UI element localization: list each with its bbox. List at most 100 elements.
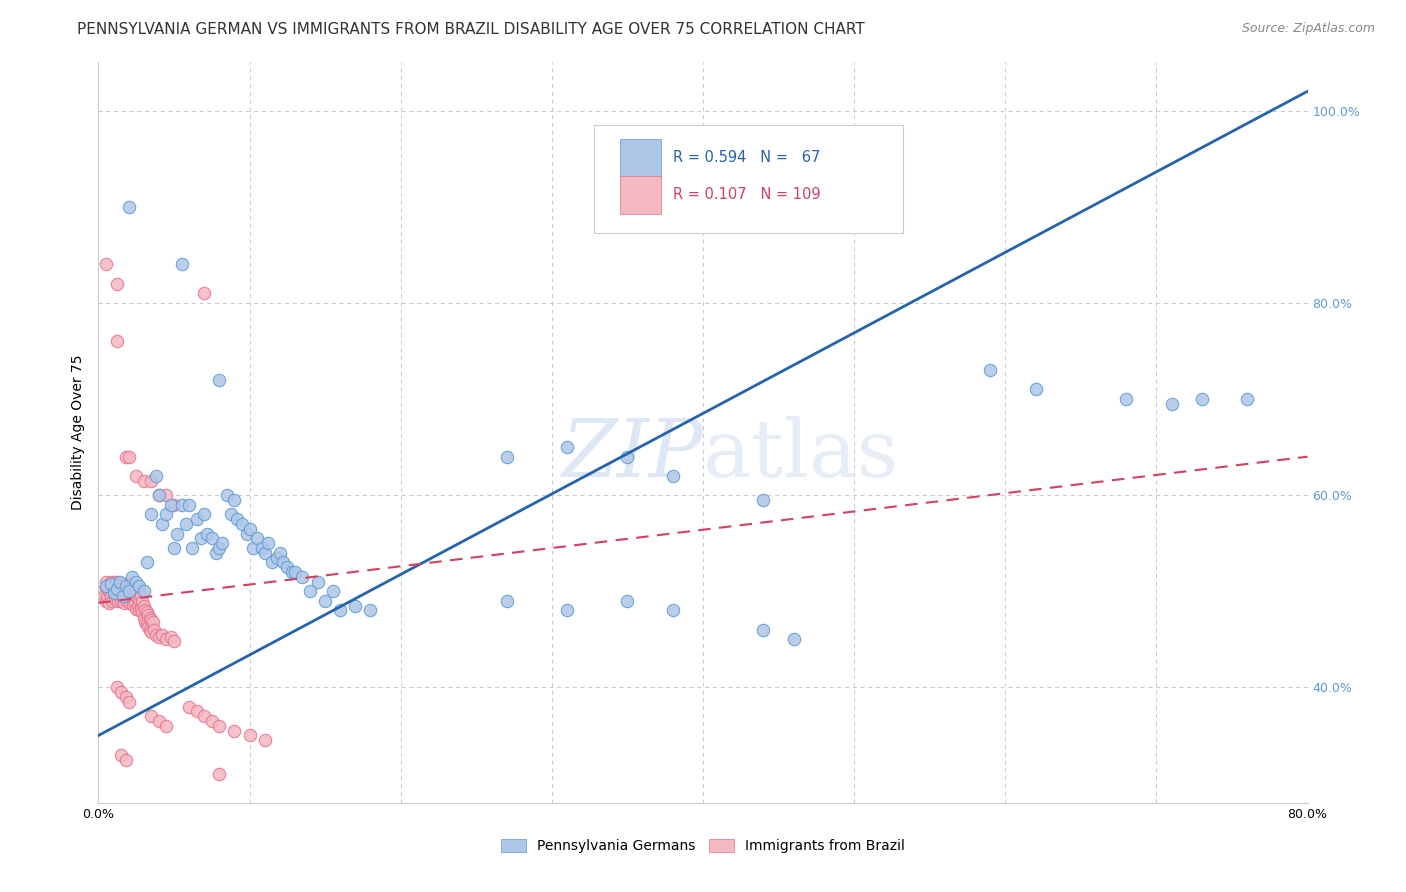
Point (752, 623, 775, 637)
Point (360, 603, 382, 617)
Point (148, 488, 170, 502)
Point (224, 492, 246, 507)
Point (136, 608, 159, 623)
Point (94, 257, 117, 271)
Point (127, 599, 149, 613)
Point (132, 611, 155, 625)
Point (103, 586, 125, 600)
Point (179, 699, 201, 714)
Point (160, 631, 183, 645)
Point (98, 596, 121, 610)
Point (205, 546, 228, 560)
Point (110, 594, 132, 608)
Point (150, 627, 173, 641)
Point (174, 516, 197, 531)
Point (307, 574, 329, 589)
Text: PENNSYLVANIA GERMAN VS IMMIGRANTS FROM BRAZIL DISABILITY AGE OVER 75 CORRELATION: PENNSYLVANIA GERMAN VS IMMIGRANTS FROM B… (77, 22, 865, 37)
Point (132, 599, 155, 613)
Point (128, 603, 150, 617)
Point (100, 576, 122, 591)
Point (170, 498, 193, 512)
Point (98, 584, 121, 599)
Point (284, 565, 307, 579)
Point (344, 599, 367, 613)
Point (114, 690, 136, 704)
Point (224, 723, 246, 738)
Point (114, 450, 136, 464)
Point (271, 556, 294, 570)
Point (105, 681, 128, 695)
Point (124, 596, 146, 610)
Point (96, 589, 118, 603)
Point (118, 200, 141, 214)
Point (211, 536, 233, 550)
Point (155, 508, 177, 522)
Point (979, 363, 1001, 377)
Point (190, 532, 212, 546)
Point (114, 576, 136, 591)
Point (235, 526, 257, 541)
Point (108, 589, 131, 603)
Point (114, 752, 136, 766)
Point (142, 615, 165, 629)
Point (314, 594, 336, 608)
Point (226, 512, 249, 526)
Point (135, 556, 157, 570)
Point (122, 598, 145, 612)
Point (125, 574, 148, 589)
Point (114, 579, 136, 593)
Point (193, 508, 215, 522)
Point (143, 623, 166, 637)
Point (1160, 397, 1182, 411)
Point (299, 584, 322, 599)
Point (783, 632, 806, 647)
Point (208, 541, 231, 555)
Point (108, 576, 131, 591)
Point (134, 615, 156, 629)
Point (118, 584, 141, 599)
Point (96, 579, 118, 593)
Point (124, 584, 146, 599)
Point (322, 584, 344, 599)
Point (108, 574, 131, 589)
Point (495, 450, 517, 464)
Point (131, 606, 153, 620)
Point (195, 526, 218, 541)
Point (555, 603, 578, 617)
FancyBboxPatch shape (620, 138, 661, 178)
Point (139, 611, 162, 625)
Point (134, 603, 156, 617)
Point (170, 257, 193, 271)
Point (201, 714, 224, 728)
Point (145, 469, 167, 483)
Point (107, 594, 129, 608)
Point (155, 632, 177, 647)
Point (136, 620, 159, 634)
Point (208, 719, 231, 733)
Point (110, 685, 132, 699)
Point (105, 574, 128, 589)
Point (111, 579, 134, 593)
Point (215, 488, 238, 502)
Point (661, 603, 683, 617)
Point (231, 516, 253, 531)
FancyBboxPatch shape (620, 176, 661, 214)
Point (141, 474, 163, 488)
Point (661, 469, 683, 483)
Point (118, 695, 141, 709)
Point (148, 488, 170, 502)
Point (110, 582, 132, 597)
Point (101, 594, 124, 608)
Point (105, 582, 128, 597)
Point (121, 579, 143, 593)
Text: R = 0.107   N = 109: R = 0.107 N = 109 (672, 187, 820, 202)
Point (128, 591, 150, 606)
Text: atlas: atlas (703, 416, 898, 494)
Point (201, 532, 224, 546)
Point (135, 606, 157, 620)
Point (120, 584, 142, 599)
Point (752, 492, 775, 507)
FancyBboxPatch shape (595, 126, 903, 233)
Point (107, 579, 129, 593)
Point (103, 586, 125, 600)
